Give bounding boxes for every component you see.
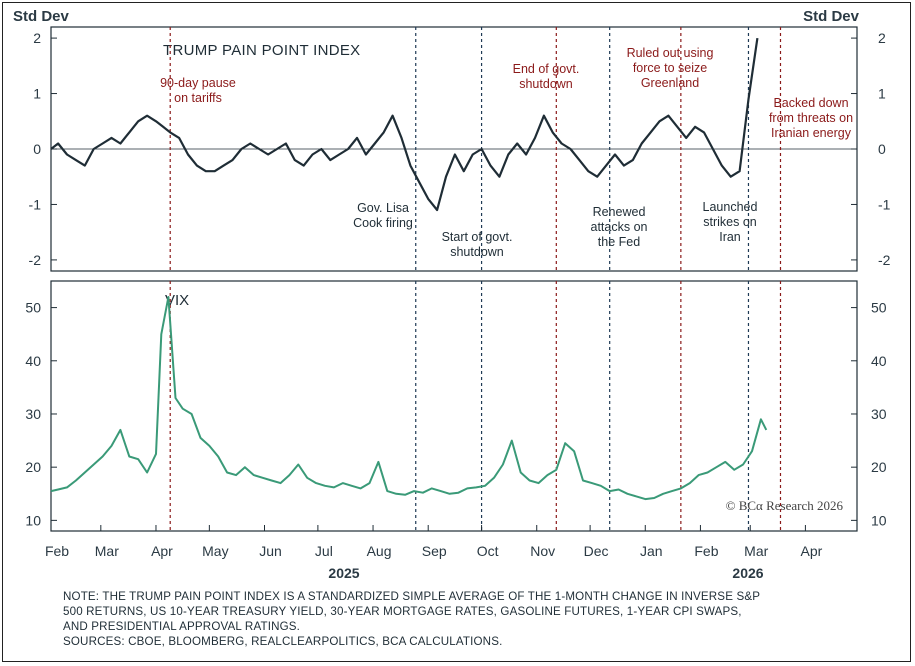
annotation-label: End of govt. shutdown [513,62,580,91]
annotation-line: Cook firing [353,216,413,230]
annotation-label: Renewed attacks on the Fed [591,205,648,249]
annotation-line: on tariffs [174,91,222,105]
annotation-label: Ruled out using force to seize Greenland [627,46,714,90]
y-tick-label-left: 30 [25,406,41,422]
annotation-label: Start of govt. shutdown [442,230,513,259]
vix-chart-title: VIX [165,292,189,309]
annotation-line: Greenland [641,76,699,90]
annotation-line: shutdown [450,245,504,259]
annotation-line: Start of govt. [442,230,513,244]
chart-svg: Std Dev Std Dev TRUMP PAIN POINT INDEX V… [13,8,891,581]
event-lines [169,27,782,531]
y-tick-label-right: 0 [878,141,886,157]
annotation-line: shutdown [519,77,573,91]
top-y-ticks: -2 -2 -1 -1 0 0 1 1 2 2 [29,30,891,268]
y-tick-label-right: 10 [871,512,887,528]
y-tick-label-left: 10 [25,512,41,528]
y-tick-label-left: 2 [33,30,41,46]
bottom-panel-frame [50,280,858,532]
bottom-y-ticks: 10 10 20 20 30 30 40 40 50 50 [25,300,886,529]
annotation-line: Renewed [593,205,646,219]
annotation-line: attacks on [591,220,648,234]
x-axis: Feb Mar Apr May Jun Jul Aug Sep Oct Nov Dec Jan Feb M… [45,525,823,581]
y-tick-label-left: 0 [33,141,41,157]
annotation-line: 90-day pause [160,76,236,90]
annotation-label: Launched strikes on Iran [703,200,758,244]
x-month-label: Apr [801,543,823,559]
note-line: AND PRESIDENTIAL APPROVAL RATINGS. [63,620,301,633]
x-month-label: Nov [530,543,555,559]
y-tick-label-left: 50 [25,300,41,316]
y-tick-label-right: 20 [871,459,887,475]
note-line: NOTE: THE TRUMP PAIN POINT INDEX IS A ST… [63,590,761,603]
x-month-label: Mar [95,543,119,559]
vix-line [50,296,768,501]
x-month-label: May [202,543,228,559]
annotation-line: the Fed [598,235,640,249]
annotation-line: Iranian energy [771,126,852,140]
annotation-line: Backed down [773,96,848,110]
y-tick-label-right: 30 [871,406,887,422]
x-month-label: Jan [640,543,663,559]
y-tick-label-left: -2 [29,252,42,268]
x-month-label: Jul [315,543,333,559]
x-month-label: Oct [477,543,499,559]
x-month-label: Apr [151,543,173,559]
y-tick-label-left: -1 [29,196,42,212]
note-line: SOURCES: CBOE, BLOOMBERG, REALCLEARPOLIT… [63,635,503,648]
y-tick-label-left: 1 [33,86,41,102]
annotation-line: Launched [703,200,758,214]
annotation-line: End of govt. [513,62,580,76]
annotation-line: Ruled out using [627,46,714,60]
annotation-line: strikes on [703,215,757,229]
pain-point-index-line [50,37,759,212]
x-month-label: Feb [694,543,718,559]
left-axis-unit: Std Dev [13,8,70,25]
annotation-label: Backed down from threats on Iranian energy [769,96,853,140]
note-line: 500 RETURNS, US 10-YEAR TREASURY YIELD, … [63,605,742,618]
x-month-label: Dec [584,543,609,559]
x-month-label: Sep [422,543,447,559]
top-chart-title: TRUMP PAIN POINT INDEX [163,42,360,59]
annotation-line: from threats on [769,111,853,125]
x-month-label: Aug [367,543,392,559]
y-tick-label-right: 50 [871,300,887,316]
right-axis-unit: Std Dev [803,8,860,25]
x-month-label: Feb [45,543,69,559]
y-tick-label-left: 20 [25,459,41,475]
y-tick-label-right: 40 [871,353,887,369]
bca-credit: © BCα Research 2026 [726,498,844,513]
x-month-label: Jun [259,543,282,559]
annotation-line: Iran [719,230,741,244]
x-month-label: Mar [744,543,768,559]
annotation-label: Gov. Lisa Cook firing [353,201,413,230]
y-tick-label-right: 2 [878,30,886,46]
annotation-label: 90-day pause on tariffs [160,76,236,105]
y-tick-label-right: 1 [878,86,886,102]
y-tick-label-left: 40 [25,353,41,369]
annotation-line: force to seize [633,61,707,75]
annotation-line: Gov. Lisa [357,201,409,215]
y-tick-label-right: -2 [878,252,891,268]
event-annotations: 90-day pause on tariffs Gov. Lisa Cook firi… [160,46,853,259]
y-tick-label-right: -1 [878,196,891,212]
x-year-label: 2025 [328,565,359,581]
x-year-label: 2026 [732,565,763,581]
chart-note: NOTE: THE TRUMP PAIN POINT INDEX IS A ST… [63,589,883,649]
